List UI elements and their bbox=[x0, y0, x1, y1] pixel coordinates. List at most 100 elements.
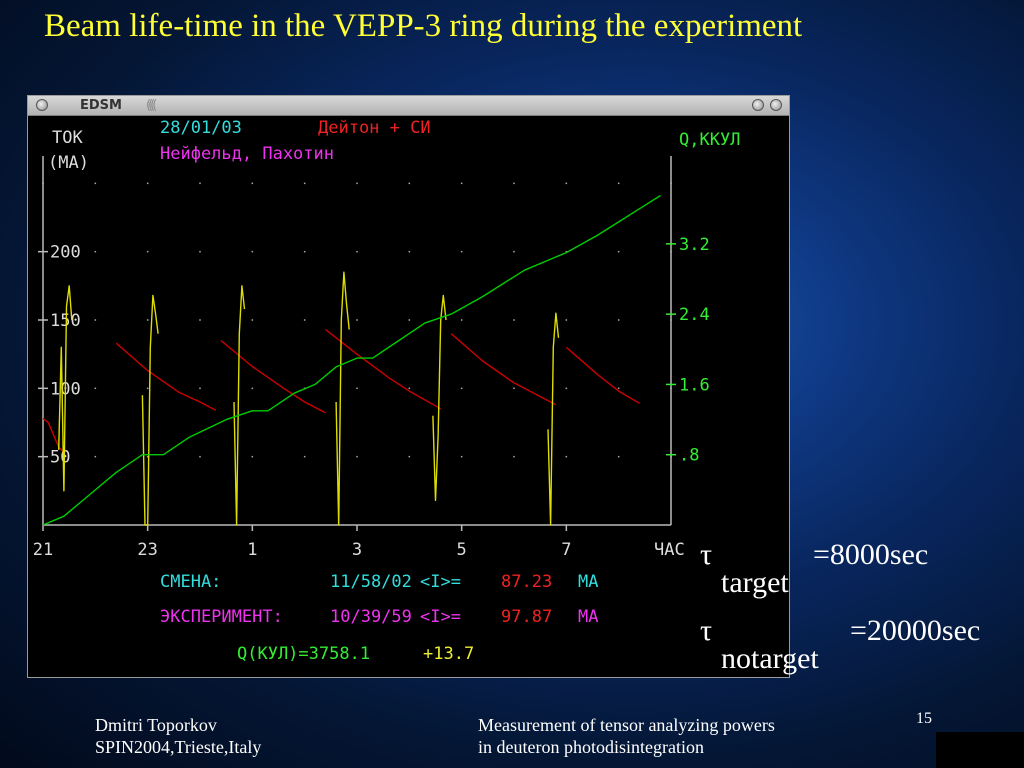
grid-dot bbox=[408, 319, 411, 321]
chart-beam: Дейтон + СИ bbox=[318, 118, 431, 138]
grid-dot bbox=[146, 455, 149, 458]
tau-symbol: τ bbox=[700, 614, 713, 647]
tau-subscript-target: target bbox=[721, 566, 789, 599]
formula-notarget: τ notarget =20000sec bbox=[700, 614, 1024, 684]
grid-dot bbox=[460, 250, 463, 253]
x-tick-label: 7 bbox=[561, 540, 571, 560]
grid-dot bbox=[303, 455, 306, 458]
grid-dot bbox=[513, 455, 515, 458]
grid-dot bbox=[94, 250, 97, 253]
series-1-segment-5 bbox=[547, 312, 560, 526]
series-2-segment-0 bbox=[42, 194, 661, 526]
grid-dot bbox=[94, 387, 97, 390]
tau-subscript-notarget: notarget bbox=[721, 642, 819, 675]
series-1-segment-1 bbox=[141, 294, 159, 526]
grid-dot bbox=[408, 250, 411, 253]
grid-dot bbox=[513, 387, 515, 390]
grid-dot bbox=[565, 387, 568, 390]
grid-dot bbox=[146, 387, 149, 390]
series-1-segment-4 bbox=[432, 294, 447, 502]
window-titlebar[interactable]: EDSM (((( bbox=[28, 96, 789, 116]
chart-operators: Нейфельд, Пахотин bbox=[160, 144, 334, 164]
grid-dot bbox=[617, 387, 620, 390]
experiment-avg-value: 97.87 bbox=[501, 607, 552, 627]
series-1-segment-0 bbox=[58, 285, 73, 492]
shift-line: СМЕНА: 11/58/02 <I>= 87.23 МА bbox=[160, 572, 598, 592]
grid-dot bbox=[356, 455, 358, 458]
grid-dot bbox=[460, 319, 463, 321]
footer-topic-line2: in deuteron photodisintegration bbox=[478, 737, 704, 757]
edsm-window: EDSM (((( 28/01/03 Дейтон + СИ Нейфельд,… bbox=[27, 95, 790, 678]
grid-dot bbox=[199, 182, 201, 185]
x-tick-label: 23 bbox=[137, 540, 157, 560]
tau-value-notarget: =20000sec bbox=[850, 614, 981, 647]
footer-topic: Measurement of tensor analyzing powers i… bbox=[478, 714, 775, 758]
charge-line: Q(КУЛ)=3758.1 +13.7 bbox=[237, 644, 474, 664]
shift-avg-value: 87.23 bbox=[501, 572, 552, 592]
grid-dot bbox=[617, 319, 620, 321]
grid-dot bbox=[565, 455, 568, 458]
series-1-segment-3 bbox=[335, 271, 350, 526]
x-tick-label: 21 bbox=[33, 540, 53, 560]
grid-dot bbox=[94, 455, 97, 458]
grid-dot bbox=[146, 319, 149, 321]
footer-topic-line1: Measurement of tensor analyzing powers bbox=[478, 715, 775, 735]
titlebar-grip-icon: (((( bbox=[146, 98, 157, 113]
footer-conference: SPIN2004,Trieste,Italy bbox=[95, 737, 262, 757]
grid-dot bbox=[408, 455, 411, 458]
shift-avg-label: <I>= bbox=[420, 572, 461, 592]
series-0-segment-0 bbox=[42, 417, 65, 454]
series-0-segment-2 bbox=[220, 339, 326, 414]
minimize-icon[interactable] bbox=[752, 99, 764, 111]
grid-dot bbox=[565, 319, 568, 321]
grid-dot bbox=[199, 455, 201, 458]
formula-target: τ target =8000sec bbox=[700, 538, 1000, 608]
experiment-avg-label: <I>= bbox=[420, 607, 461, 627]
grid-dot bbox=[251, 319, 254, 321]
grid-dot bbox=[146, 250, 149, 253]
slide-title: Beam life-time in the VEPP-3 ring during… bbox=[44, 8, 803, 44]
series-0-segment-1 bbox=[115, 342, 217, 411]
x-tick-label: 3 bbox=[352, 540, 362, 560]
grid-dot bbox=[408, 387, 411, 390]
grid-dot bbox=[199, 387, 201, 390]
x-tick-label: 1 bbox=[247, 540, 257, 560]
x-axis-label: ЧАС bbox=[654, 540, 685, 560]
window-menu-icon[interactable] bbox=[36, 99, 48, 111]
grid-dot bbox=[460, 455, 463, 458]
grid-dot bbox=[199, 250, 201, 253]
close-icon[interactable] bbox=[770, 99, 782, 111]
right-tick-label: .8 bbox=[679, 446, 699, 466]
experiment-unit: МА bbox=[578, 607, 598, 627]
shift-label: СМЕНА: bbox=[160, 572, 221, 592]
right-axis-label: Q,ККУЛ bbox=[679, 130, 740, 150]
oscilloscope-chart: 28/01/03 Дейтон + СИ Нейфельд, Пахотин Т… bbox=[33, 118, 741, 664]
grid-dot bbox=[513, 250, 515, 253]
grid-dot bbox=[199, 319, 201, 321]
x-tick-label: 5 bbox=[457, 540, 467, 560]
grid-dot bbox=[251, 182, 254, 185]
right-tick-label: 1.6 bbox=[679, 375, 710, 395]
grid-dot bbox=[303, 182, 306, 185]
grid-dot bbox=[251, 455, 254, 458]
shift-unit: МА bbox=[578, 572, 598, 592]
grid-dot bbox=[617, 250, 620, 253]
grid-dot bbox=[94, 319, 97, 321]
experiment-time: 10/39/59 bbox=[330, 607, 412, 627]
left-tick-label: 150 bbox=[50, 311, 81, 331]
experiment-label: ЭКСПЕРИМЕНТ: bbox=[160, 607, 283, 627]
grid-dot bbox=[617, 455, 620, 458]
chart-date: 28/01/03 bbox=[160, 118, 242, 138]
left-tick-label: 200 bbox=[50, 243, 81, 263]
grid-dot bbox=[460, 387, 463, 390]
right-tick-label: 3.2 bbox=[679, 235, 710, 255]
grid-dot bbox=[356, 387, 358, 390]
series-0-segment-4 bbox=[450, 333, 557, 406]
tau-value-target: =8000sec bbox=[813, 538, 929, 571]
grid-dot bbox=[94, 182, 97, 185]
grid-dot bbox=[356, 250, 358, 253]
grid-dot bbox=[513, 319, 515, 321]
left-axis-label-1: ТОК bbox=[52, 128, 83, 148]
shift-time: 11/58/02 bbox=[330, 572, 412, 592]
grid-dot bbox=[408, 182, 411, 185]
